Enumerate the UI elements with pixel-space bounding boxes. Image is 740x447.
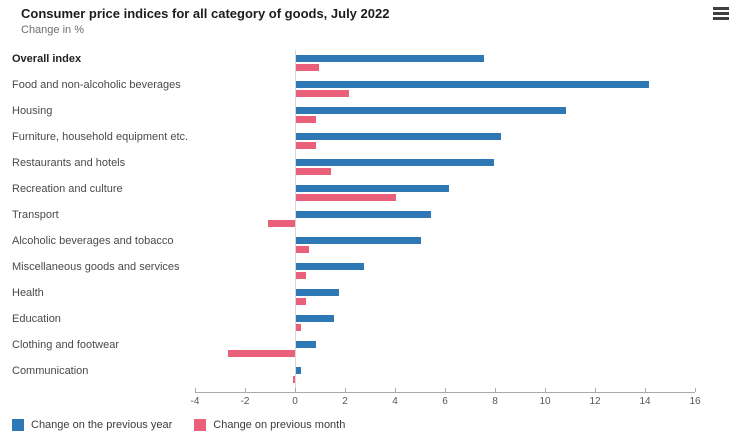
x-axis-tick	[395, 388, 396, 392]
zero-gridline	[295, 50, 296, 392]
x-axis-tick	[695, 388, 696, 392]
category-label: Education	[12, 313, 61, 325]
bar-previous-year[interactable]	[296, 159, 494, 166]
bar-previous-year[interactable]	[296, 81, 649, 88]
legend-item-previous-year: Change on the previous year	[12, 419, 172, 431]
category-label: Furniture, household equipment etc.	[12, 131, 189, 143]
x-axis-line	[195, 392, 695, 393]
bar-previous-month[interactable]	[296, 298, 306, 305]
x-axis-tick	[445, 388, 446, 392]
x-axis-tick	[295, 388, 296, 392]
bar-previous-year[interactable]	[296, 263, 364, 270]
bar-previous-month[interactable]	[296, 64, 319, 71]
x-axis-tick	[645, 388, 646, 392]
bar-previous-year[interactable]	[296, 107, 566, 114]
x-axis-tick-label: 0	[292, 396, 298, 407]
bar-previous-year[interactable]	[296, 185, 449, 192]
x-axis-tick-label: 8	[492, 396, 498, 407]
bar-previous-month[interactable]	[292, 376, 295, 383]
x-axis-tick-label: 6	[442, 396, 448, 407]
legend-item-previous-month: Change on previous month	[194, 419, 345, 431]
category-label: Transport	[12, 209, 59, 221]
category-label: Overall index	[12, 53, 82, 65]
legend: Change on the previous year Change on pr…	[12, 419, 345, 431]
bar-previous-month[interactable]	[296, 324, 301, 331]
legend-swatch-previous-year	[12, 419, 24, 431]
x-axis-tick-label: 2	[342, 396, 348, 407]
bar-previous-year[interactable]	[296, 133, 501, 140]
category-label: Clothing and footwear	[12, 339, 120, 351]
bar-previous-month[interactable]	[227, 350, 295, 357]
category-label: Miscellaneous goods and services	[12, 261, 180, 273]
x-axis-tick-label: -4	[190, 396, 200, 407]
x-axis-tick	[545, 388, 546, 392]
x-axis-tick	[495, 388, 496, 392]
x-axis-tick-label: 4	[392, 396, 398, 407]
bar-previous-year[interactable]	[296, 367, 301, 374]
x-axis-tick-label: 10	[539, 396, 551, 407]
category-label: Recreation and culture	[12, 183, 123, 195]
bar-previous-month[interactable]	[296, 246, 309, 253]
bar-previous-year[interactable]	[296, 315, 334, 322]
bar-previous-year[interactable]	[296, 237, 421, 244]
legend-label-previous-month: Change on previous month	[213, 419, 346, 431]
hamburger-menu-icon[interactable]	[713, 7, 729, 20]
bar-previous-month[interactable]	[296, 90, 349, 97]
bar-previous-year[interactable]	[296, 211, 431, 218]
bar-previous-month[interactable]	[296, 194, 396, 201]
legend-label-previous-year: Change on the previous year	[31, 419, 173, 431]
bar-previous-month[interactable]	[267, 220, 295, 227]
category-label: Food and non-alcoholic beverages	[12, 79, 181, 91]
x-axis-tick	[345, 388, 346, 392]
chart-subtitle: Change in %	[21, 24, 84, 36]
category-label: Housing	[12, 105, 53, 117]
x-axis-tick	[245, 388, 246, 392]
bar-previous-year[interactable]	[296, 289, 339, 296]
x-axis-tick-label: 14	[639, 396, 651, 407]
x-axis-tick-label: 12	[589, 396, 601, 407]
bar-previous-month[interactable]	[296, 272, 306, 279]
bar-previous-month[interactable]	[296, 168, 331, 175]
category-label: Communication	[12, 365, 89, 377]
category-label: Health	[12, 287, 44, 299]
category-label: Alcoholic beverages and tobacco	[12, 235, 174, 247]
legend-swatch-previous-month	[194, 419, 207, 431]
bar-previous-year[interactable]	[296, 55, 484, 62]
x-axis-tick	[195, 388, 196, 392]
bar-previous-month[interactable]	[296, 142, 316, 149]
category-label: Restaurants and hotels	[12, 157, 126, 169]
bar-previous-year[interactable]	[296, 341, 316, 348]
chart-title: Consumer price indices for all category …	[21, 6, 390, 21]
x-axis-tick	[595, 388, 596, 392]
x-axis-tick-label: 16	[689, 396, 701, 407]
bar-previous-month[interactable]	[296, 116, 316, 123]
x-axis-tick-label: -2	[240, 396, 250, 407]
